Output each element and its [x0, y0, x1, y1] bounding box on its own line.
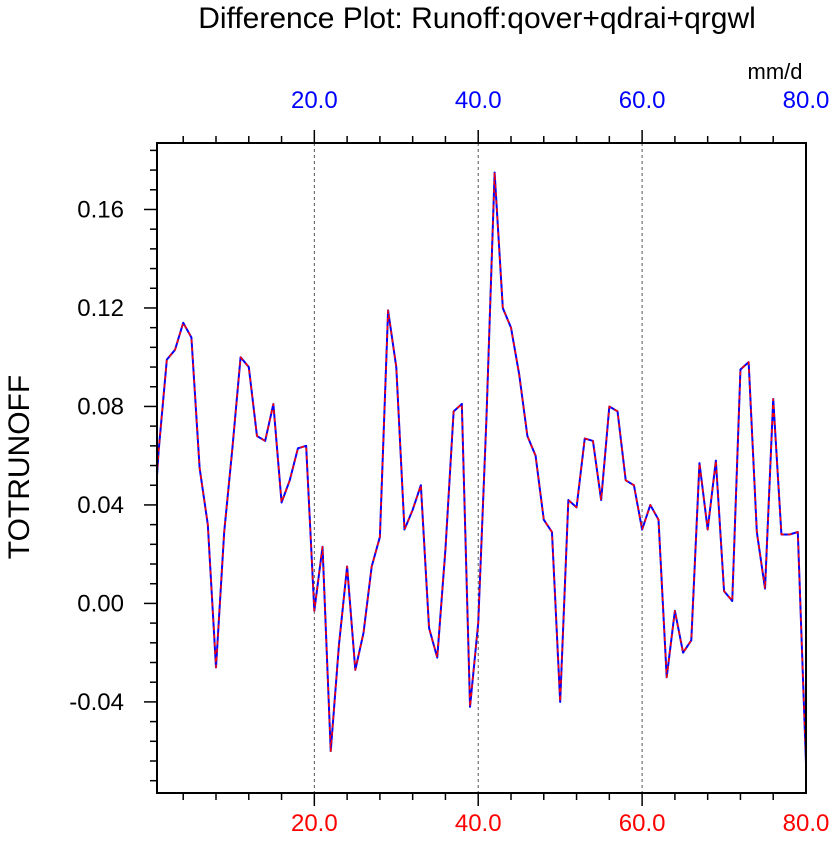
units-label: mm/d — [748, 59, 803, 84]
chart-title: Difference Plot: Runoff:qover+qdrai+qrgw… — [198, 2, 756, 35]
y-axis-label: TOTRUNOFF — [3, 375, 36, 559]
x-tick-label-bottom: 60.0 — [619, 810, 666, 837]
x-tick-label-bottom: 20.0 — [291, 810, 338, 837]
series-layer — [157, 173, 806, 764]
y-tick-label: 0.04 — [77, 492, 124, 519]
x-tick-label-bottom: 80.0 — [783, 810, 830, 837]
y-tick-label: 0.16 — [77, 196, 124, 223]
x-tick-label-top: 20.0 — [291, 87, 338, 114]
plot-frame — [157, 143, 806, 793]
series-line-solid — [157, 173, 806, 764]
x-tick-label-top: 40.0 — [455, 87, 502, 114]
grid-layer — [314, 143, 642, 793]
x-tick-label-top: 60.0 — [619, 87, 666, 114]
y-tick-label: 0.08 — [77, 393, 124, 420]
y-tick-label: 0.00 — [77, 590, 124, 617]
series-line-dashed — [157, 173, 806, 764]
y-tick-label: -0.04 — [69, 689, 124, 716]
x-tick-label-bottom: 40.0 — [455, 810, 502, 837]
x-tick-label-top: 80.0 — [783, 87, 830, 114]
y-tick-label: 0.12 — [77, 295, 124, 322]
